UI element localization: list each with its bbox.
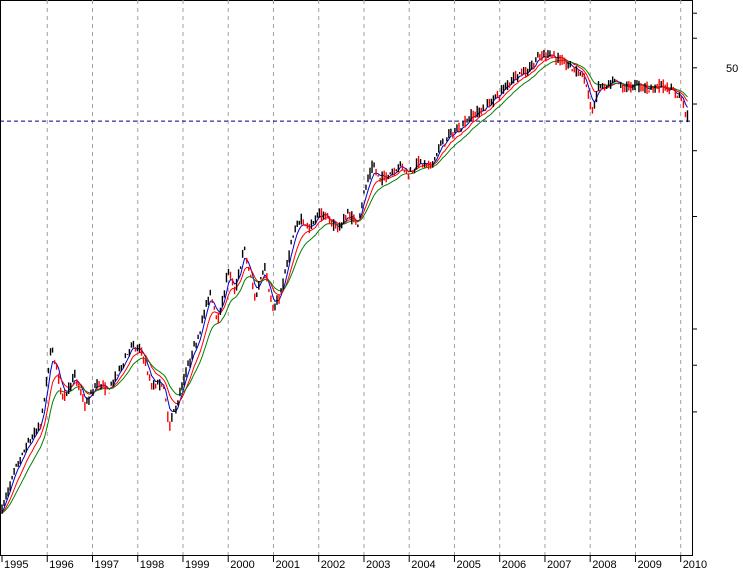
x-tick-label: 1997 <box>94 559 118 571</box>
ma-mid-line <box>1 56 688 514</box>
x-tick-label: 2003 <box>366 559 390 571</box>
x-tick-label: 2000 <box>230 559 254 571</box>
series-layer <box>1 54 688 514</box>
y-tick-label: 50 <box>726 63 738 75</box>
x-tick-label: 2004 <box>411 559 435 571</box>
x-tick-layer: 1995 1996 1997 1998 1999 2000 2001 2002 2003 2004… <box>1 555 707 571</box>
x-tick-label: 2009 <box>637 559 661 571</box>
x-tick-label: 2005 <box>456 559 480 571</box>
ma-short-line <box>1 54 688 514</box>
x-tick-label: 1995 <box>4 559 28 571</box>
price-bar-layer <box>1 49 689 514</box>
plot-area-border <box>0 0 693 556</box>
grid-layer <box>46 0 682 555</box>
ma-long-line <box>1 59 688 514</box>
x-tick-label: 1998 <box>140 559 164 571</box>
x-tick-label: 2006 <box>502 559 526 571</box>
x-tick-label: 2008 <box>592 559 616 571</box>
x-tick-label: 2007 <box>547 559 571 571</box>
x-tick-label: 2001 <box>275 559 299 571</box>
x-tick-label: 2010 <box>683 559 707 571</box>
y-tick-layer: 50 <box>692 12 738 413</box>
x-tick-label: 2002 <box>321 559 345 571</box>
x-tick-label: 1996 <box>49 559 73 571</box>
x-tick-label: 1999 <box>185 559 209 571</box>
